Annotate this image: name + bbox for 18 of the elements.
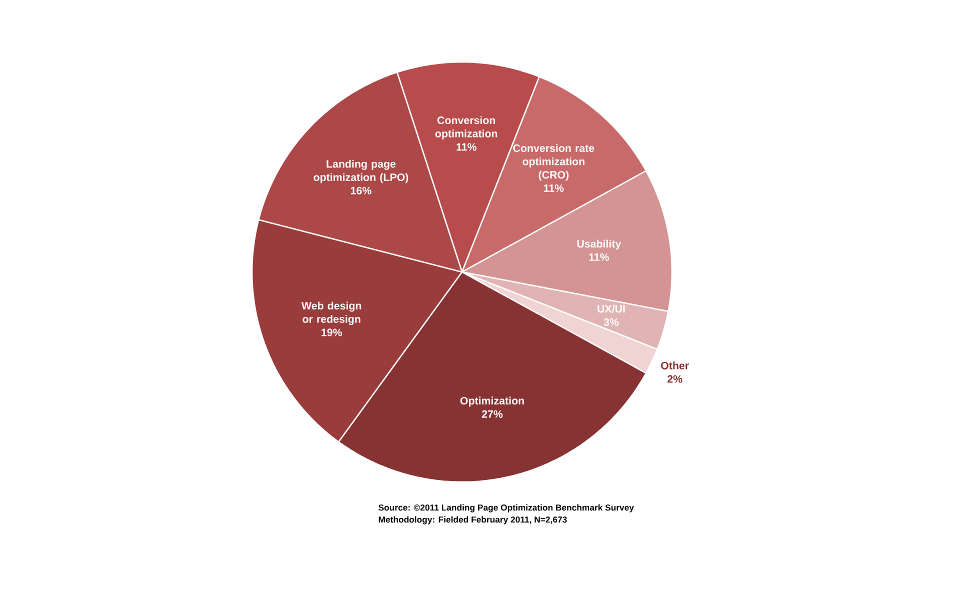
slice-label: Web design or redesign — [301, 302, 362, 326]
slice-label: Optimization — [460, 396, 524, 407]
data-label: 11% — [589, 253, 609, 261]
slice-label: Conversion optimization — [435, 116, 498, 140]
data-label: 3% — [604, 318, 619, 326]
data-label: 11% — [456, 143, 476, 151]
slice-label: UX/UI — [598, 304, 625, 313]
slice-label: Conversion rate optimization (CRO) — [513, 144, 594, 181]
slice-label: Usability — [577, 240, 622, 250]
data-label: 19% — [322, 328, 342, 336]
data-label: 27% — [482, 410, 503, 418]
data-label: 2% — [668, 375, 682, 383]
slice-label: Landing page optimization (LPO) — [314, 160, 408, 184]
data-label: 16% — [350, 186, 372, 194]
slice-label: Other — [661, 362, 689, 370]
text: Methodology: Fielded February 2011, N=2,673 — [378, 516, 567, 524]
source-note: Source: ©2011 Landing Page Optimization Benchmark Survey — [378, 504, 634, 512]
data-label: 11% — [544, 184, 564, 192]
